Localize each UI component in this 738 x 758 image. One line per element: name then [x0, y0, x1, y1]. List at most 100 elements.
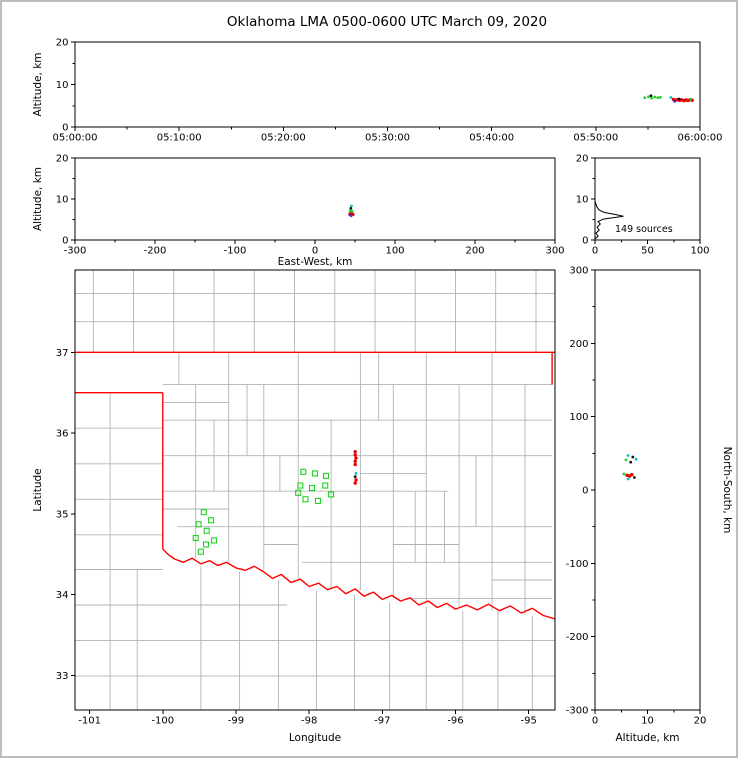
x-tick-label: -96: [447, 716, 463, 727]
source-square: [203, 527, 210, 534]
data-point: [633, 476, 636, 479]
y-tick-label: -100: [566, 559, 589, 570]
y-tick-label: 20: [576, 154, 589, 165]
x-tick-label: -98: [301, 716, 317, 727]
y-tick-label: 34: [56, 590, 69, 601]
data-point: [624, 458, 628, 462]
data-point: [354, 472, 358, 475]
y-axis-label: Altitude, km: [32, 167, 44, 231]
source-square: [322, 482, 329, 489]
data-point: [353, 453, 357, 457]
y-tick-label: 36: [56, 429, 69, 440]
x-tick-label: 05:40:00: [469, 133, 514, 144]
source-square: [322, 472, 330, 479]
data-point: [659, 95, 662, 99]
y-tick-label: -300: [566, 706, 589, 717]
panel-time_altitude: 05:00:00 05:10:00 05:20:00 05:30:00 05:40:00…: [32, 38, 722, 144]
x-tick-label: 0: [312, 246, 318, 257]
data-point: [653, 95, 657, 99]
data-point: [669, 96, 673, 99]
x-tick-label: 10: [641, 716, 654, 727]
source-square: [309, 484, 316, 492]
source-square: [195, 521, 202, 528]
y-tick-label: 35: [56, 509, 69, 520]
plot-border: [74, 269, 556, 711]
data-point: [622, 472, 626, 476]
x-tick-label: 05:00:00: [53, 133, 98, 144]
y-tick-label: -200: [566, 632, 589, 643]
y-axis-label: Altitude, km: [32, 52, 44, 116]
x-tick-label: -100: [224, 246, 247, 257]
data-point: [649, 94, 653, 98]
source-square: [302, 496, 309, 503]
y-tick-label: 20: [56, 154, 69, 165]
y-tick-label: 300: [569, 266, 588, 277]
source-square: [328, 491, 335, 498]
x-tick-label: 20: [694, 716, 707, 727]
x-tick-label: 50: [641, 246, 654, 257]
x-tick-label: -97: [374, 716, 390, 727]
y-tick-label: 10: [56, 195, 69, 206]
data-point: [353, 481, 357, 485]
y-tick-label: 10: [576, 195, 589, 206]
x-axis-label: East-West, km: [278, 256, 353, 268]
plot-border: [74, 157, 556, 241]
x-tick-label: 100: [690, 246, 709, 257]
data-point: [353, 475, 357, 479]
data-point: [631, 455, 635, 459]
data-point: [656, 96, 660, 100]
data-point: [630, 472, 634, 477]
y-tick-label: 0: [582, 486, 588, 497]
sources-count-label: 149 sources: [615, 224, 673, 235]
y-tick-label: 100: [569, 412, 588, 423]
altitude-histogram-line: [595, 200, 624, 240]
x-tick-label: 05:50:00: [573, 133, 618, 144]
x-tick-label: 05:10:00: [157, 133, 202, 144]
data-point: [353, 459, 357, 463]
x-tick-label: 05:30:00: [365, 133, 410, 144]
y-tick-label: 10: [56, 80, 69, 91]
x-tick-label: 100: [385, 246, 404, 257]
x-tick-label: -95: [520, 716, 536, 727]
data-point: [673, 99, 676, 103]
source-square: [311, 470, 319, 477]
data-point: [353, 450, 357, 454]
x-axis-label: Longitude: [289, 732, 341, 744]
y-tick-label: 0: [62, 236, 68, 247]
data-point: [629, 460, 633, 464]
state-border: [162, 548, 555, 620]
data-point: [643, 96, 647, 100]
source-square: [300, 468, 307, 475]
x-tick-label: 05:20:00: [261, 133, 306, 144]
y-axis-label: Latitude: [32, 468, 44, 511]
panel-ew_altitude: -300 -200 -100 0 100 200 300 0 10 20 East-West, km…: [32, 154, 565, 269]
panel-plan_view: -101 -100 -99 -98 -97 -96 -95 33 34 35 36 37 Longitu…: [32, 269, 556, 744]
panel-content-alt_histogram: [595, 200, 624, 240]
y-tick-label: 0: [582, 236, 588, 247]
data-point: [349, 214, 353, 218]
x-tick-label: 0: [592, 716, 598, 727]
x-tick-label: 0: [592, 246, 598, 257]
plot-border: [594, 269, 701, 711]
data-point: [349, 207, 353, 210]
source-square: [202, 541, 210, 548]
data-point: [353, 462, 357, 467]
y-tick-label: 0: [62, 123, 68, 134]
x-tick-label: -300: [64, 246, 87, 257]
x-tick-label: 300: [545, 246, 564, 257]
x-tick-label: 200: [465, 246, 484, 257]
data-point: [626, 477, 630, 481]
y-tick-label: 37: [56, 348, 69, 359]
x-tick-label: -200: [144, 246, 167, 257]
source-square: [314, 497, 321, 504]
source-square: [197, 548, 204, 555]
y-tick-label: 200: [569, 339, 588, 350]
data-point: [634, 457, 638, 461]
y-tick-label: 20: [56, 38, 69, 49]
panel-content-time_altitude: [643, 94, 694, 103]
source-square: [192, 534, 199, 542]
figure-title: Oklahoma LMA 0500-0600 UTC March 09, 202…: [227, 14, 547, 30]
source-square: [295, 489, 302, 496]
